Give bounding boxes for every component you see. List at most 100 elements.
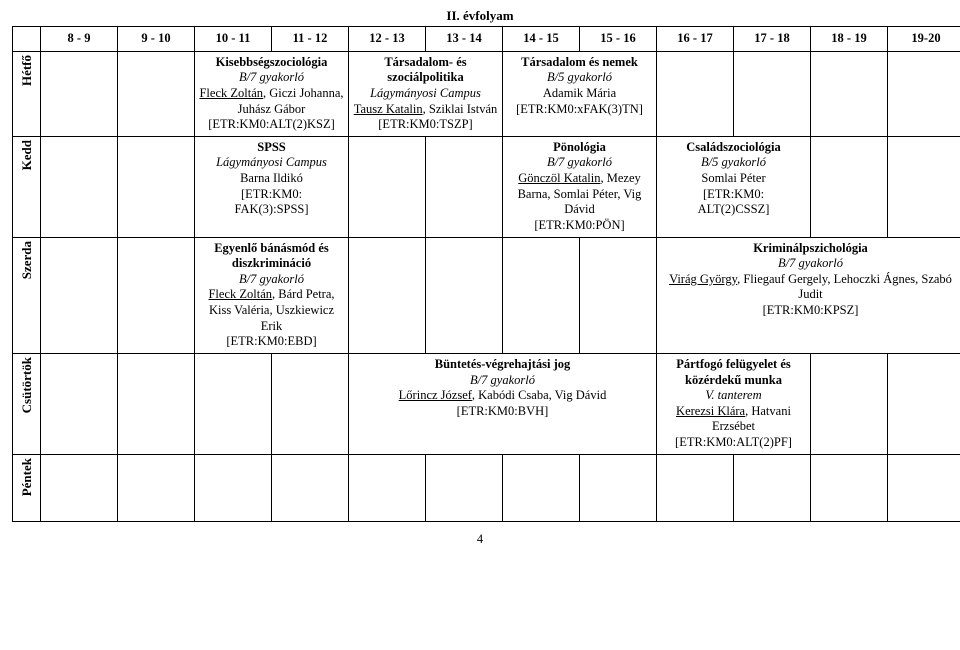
course-title: Egyenlő bánásmód és diszkrimináció bbox=[214, 241, 329, 271]
empty-cell bbox=[888, 353, 960, 454]
course-title: Kriminálpszichológia bbox=[753, 241, 868, 255]
course-title: Büntetés-végrehajtási jog bbox=[435, 357, 571, 371]
course-cell: Családszociológia B/5 gyakorló Somlai Pé… bbox=[657, 136, 811, 237]
empty-cell bbox=[426, 136, 503, 237]
empty-cell bbox=[118, 237, 195, 353]
empty-cell bbox=[426, 237, 503, 353]
course-cell: SPSS Lágymányosi Campus Barna Ildikó [ET… bbox=[195, 136, 349, 237]
course-cell: Társadalom és nemek B/5 gyakorló Adamik … bbox=[503, 51, 657, 136]
day-label: Csütörtök bbox=[17, 357, 37, 413]
empty-cell bbox=[657, 454, 734, 521]
course-teachers-rest: , Fliegauf Gergely, Lehoczki Ágnes, Szab… bbox=[737, 272, 952, 302]
empty-cell bbox=[888, 136, 960, 237]
empty-cell bbox=[580, 454, 657, 521]
course-title: SPSS bbox=[257, 140, 286, 154]
empty-cell bbox=[811, 353, 888, 454]
course-cell: Pártfogó felügyelet és közérdekű munka V… bbox=[657, 353, 811, 454]
course-code: [ETR:KM0:EBD] bbox=[226, 334, 316, 348]
course-title: Pártfogó felügyelet és közérdekű munka bbox=[676, 357, 791, 387]
course-format: B/7 gyakorló bbox=[778, 256, 843, 270]
course-title: Családszociológia bbox=[686, 140, 780, 154]
hour-header: 14 - 15 bbox=[503, 27, 580, 52]
day-label: Kedd bbox=[17, 140, 37, 170]
empty-cell bbox=[272, 353, 349, 454]
empty-cell bbox=[41, 237, 118, 353]
empty-cell bbox=[272, 454, 349, 521]
empty-cell bbox=[349, 136, 426, 237]
empty-cell bbox=[41, 353, 118, 454]
hour-header: 11 - 12 bbox=[272, 27, 349, 52]
empty-cell bbox=[888, 51, 960, 136]
corner-cell bbox=[13, 27, 41, 52]
empty-cell bbox=[580, 237, 657, 353]
course-code: [ETR:KM0:PÖN] bbox=[534, 218, 624, 232]
empty-cell bbox=[118, 136, 195, 237]
hour-header: 16 - 17 bbox=[657, 27, 734, 52]
course-format: B/7 gyakorló bbox=[547, 155, 612, 169]
day-cell-hetfo: Hétfő bbox=[13, 51, 41, 136]
day-cell-csutortok: Csütörtök bbox=[13, 353, 41, 454]
course-code: [ETR:KM0:KPSZ] bbox=[763, 303, 859, 317]
course-teacher: Virág György bbox=[669, 272, 737, 286]
course-code: [ETR:KM0: bbox=[703, 187, 764, 201]
empty-cell bbox=[888, 454, 960, 521]
page-number: 4 bbox=[12, 532, 948, 547]
course-format: B/7 gyakorló bbox=[470, 373, 535, 387]
empty-cell bbox=[118, 51, 195, 136]
course-teacher: Fleck Zoltán bbox=[208, 287, 272, 301]
row-kedd: Kedd SPSS Lágymányosi Campus Barna Ildik… bbox=[13, 136, 960, 237]
course-teachers: Barna Ildikó bbox=[240, 171, 303, 185]
row-csutortok: Csütörtök Büntetés-végrehajtási jog B/7 … bbox=[13, 353, 960, 454]
hour-header: 8 - 9 bbox=[41, 27, 118, 52]
course-code: ALT(2)CSSZ] bbox=[698, 202, 770, 216]
day-label: Hétfő bbox=[17, 55, 37, 86]
empty-cell bbox=[811, 136, 888, 237]
course-format: B/7 gyakorló bbox=[239, 70, 304, 84]
empty-cell bbox=[118, 454, 195, 521]
empty-cell bbox=[811, 454, 888, 521]
course-cell: Társadalom- és szociálpolitika Lágymányo… bbox=[349, 51, 503, 136]
empty-cell bbox=[41, 136, 118, 237]
course-format: B/5 gyakorló bbox=[701, 155, 766, 169]
course-title: Társadalom- és szociálpolitika bbox=[384, 55, 466, 85]
hour-header: 17 - 18 bbox=[734, 27, 811, 52]
course-format: Lágymányosi Campus bbox=[216, 155, 327, 169]
course-code: [ETR:KM0:TSZP] bbox=[378, 117, 472, 131]
course-code: [ETR:KM0:ALT(2)KSZ] bbox=[208, 117, 335, 131]
empty-cell bbox=[349, 454, 426, 521]
course-teachers: Somlai Péter bbox=[701, 171, 765, 185]
hour-header: 13 - 14 bbox=[426, 27, 503, 52]
course-code: [ETR:KM0:ALT(2)PF] bbox=[675, 435, 792, 449]
day-cell-pentek: Péntek bbox=[13, 454, 41, 521]
course-format: V. tanterem bbox=[705, 388, 761, 402]
empty-cell bbox=[195, 454, 272, 521]
day-cell-szerda: Szerda bbox=[13, 237, 41, 353]
row-szerda: Szerda Egyenlő bánásmód és diszkrimináci… bbox=[13, 237, 960, 353]
hour-header: 18 - 19 bbox=[811, 27, 888, 52]
course-teacher: Fleck Zoltán bbox=[199, 86, 263, 100]
hour-header: 19-20 bbox=[888, 27, 960, 52]
course-cell: Kisebbségszociológia B/7 gyakorló Fleck … bbox=[195, 51, 349, 136]
course-teachers: Adamik Mária bbox=[543, 86, 616, 100]
day-cell-kedd: Kedd bbox=[13, 136, 41, 237]
empty-cell bbox=[426, 454, 503, 521]
course-teachers-rest: , Sziklai István bbox=[423, 102, 498, 116]
timetable: 8 - 9 9 - 10 10 - 11 11 - 12 12 - 13 13 … bbox=[12, 26, 960, 522]
course-cell: Pönológia B/7 gyakorló Gönczöl Katalin, … bbox=[503, 136, 657, 237]
course-code: [ETR:KM0:xFAK(3)TN] bbox=[516, 102, 643, 116]
course-title: Pönológia bbox=[553, 140, 606, 154]
row-pentek: Péntek bbox=[13, 454, 960, 521]
hour-header: 15 - 16 bbox=[580, 27, 657, 52]
empty-cell bbox=[734, 51, 811, 136]
hour-header: 9 - 10 bbox=[118, 27, 195, 52]
course-code: [ETR:KM0: bbox=[241, 187, 302, 201]
course-teacher: Lőrincz József bbox=[399, 388, 472, 402]
empty-cell bbox=[503, 454, 580, 521]
empty-cell bbox=[118, 353, 195, 454]
empty-cell bbox=[811, 51, 888, 136]
course-code: FAK(3):SPSS] bbox=[234, 202, 308, 216]
course-cell: Kriminálpszichológia B/7 gyakorló Virág … bbox=[657, 237, 960, 353]
hour-header: 10 - 11 bbox=[195, 27, 272, 52]
day-label: Péntek bbox=[17, 458, 37, 496]
empty-cell bbox=[349, 237, 426, 353]
